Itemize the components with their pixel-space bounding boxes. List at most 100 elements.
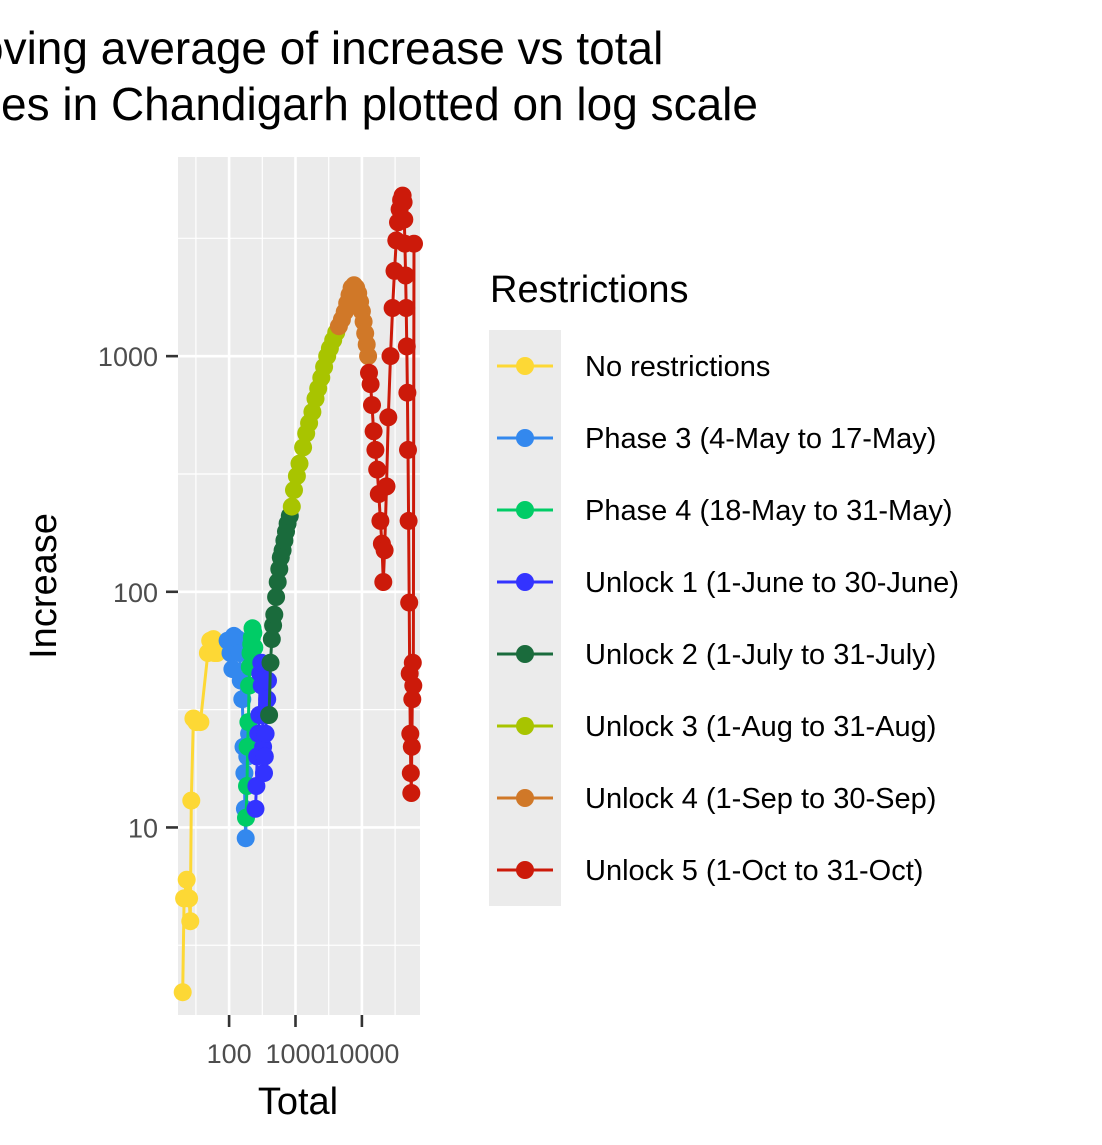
data-point: [374, 573, 393, 591]
data-point: [371, 511, 390, 530]
data-point: [379, 408, 398, 427]
data-point: [244, 623, 263, 642]
series-2: [218, 626, 259, 848]
chart-title-line-1: oving average of increase vs total: [0, 22, 663, 74]
legend-key-point: [516, 357, 534, 375]
data-point: [403, 690, 422, 709]
data-point: [404, 676, 423, 695]
data-point: [233, 690, 252, 709]
data-point: [399, 440, 417, 459]
y-axis-title: Increase: [23, 513, 65, 659]
chart-title-line-2: ses in Chandigarh plotted on log scale: [0, 78, 758, 130]
data-point: [173, 983, 192, 1002]
legend-label: Unlock 5 (1-Oct to 31-Oct): [585, 855, 923, 887]
data-point: [261, 653, 280, 672]
data-point: [398, 383, 417, 402]
data-point: [282, 497, 301, 516]
data-point: [255, 747, 274, 766]
legend-label: Phase 4 (18-May to 31-May): [585, 495, 952, 527]
data-point: [401, 764, 420, 783]
data-point: [381, 347, 400, 366]
legend-item: Unlock 4 (1-Sep to 30-Sep): [497, 783, 936, 815]
data-point: [405, 234, 423, 253]
data-point: [363, 396, 381, 415]
data-point: [402, 784, 421, 802]
data-point: [290, 454, 309, 473]
legend-item: Phase 3 (4-May to 17-May): [497, 423, 936, 455]
data-point: [359, 347, 378, 366]
data-point: [377, 477, 396, 496]
legend-key-point: [516, 717, 534, 735]
legend-key-background: [489, 330, 561, 906]
legend-item: No restrictions: [497, 351, 770, 383]
legend-item: Unlock 1 (1-June to 30-June): [497, 567, 959, 599]
data-point: [397, 299, 416, 317]
data-point: [258, 690, 277, 709]
legend-key-point: [516, 501, 534, 519]
data-point: [182, 791, 201, 810]
x-tick-label: 100: [207, 1039, 252, 1069]
y-tick-label: 100: [113, 578, 158, 608]
y-tick-label: 10: [128, 813, 158, 843]
legend-key-point: [516, 645, 534, 663]
data-point: [265, 605, 284, 624]
data-point: [240, 676, 259, 695]
data-point: [255, 764, 273, 783]
legend-item: Unlock 3 (1-Aug to 31-Aug): [497, 711, 936, 743]
legend-label: Unlock 3 (1-Aug to 31-Aug): [585, 711, 936, 743]
legend-key-point: [516, 861, 534, 879]
data-point: [364, 422, 383, 441]
series-5: [260, 506, 299, 724]
data-point: [285, 481, 303, 500]
data-point: [236, 829, 255, 848]
data-point: [191, 713, 210, 732]
legend-items: No restrictions Phase 3 (4-May to 17-May)…: [497, 351, 959, 887]
legend-label: Unlock 2 (1-July to 31-July): [585, 639, 936, 671]
data-point: [245, 638, 264, 657]
legend-label: Unlock 4 (1-Sep to 30-Sep): [585, 783, 936, 815]
series-8: [360, 186, 423, 802]
data-point: [294, 438, 313, 457]
data-point: [397, 337, 416, 356]
legend-item: Phase 4 (18-May to 31-May): [497, 495, 952, 527]
data-point: [399, 511, 418, 530]
x-axis-title: Total: [258, 1081, 338, 1123]
x-tick-label: 10000: [324, 1039, 399, 1069]
data-point: [180, 889, 199, 908]
data-point: [260, 706, 279, 724]
legend-item: Unlock 2 (1-July to 31-July): [497, 639, 936, 671]
data-point: [383, 299, 402, 317]
data-point: [401, 724, 420, 743]
data-point: [259, 671, 277, 690]
data-point: [366, 440, 385, 459]
x-tick-label: 1000: [265, 1039, 325, 1069]
data-point: [208, 644, 227, 662]
data-point: [375, 541, 394, 560]
series-layer: [173, 186, 423, 1002]
legend-item: Unlock 5 (1-Oct to 31-Oct): [497, 855, 923, 887]
legend: Restrictions No restrictions Phase 3 (4-M…: [489, 269, 959, 906]
y-tick-label: 1000: [98, 342, 158, 372]
data-point: [262, 630, 281, 649]
data-point: [396, 266, 415, 285]
data-point: [400, 593, 419, 612]
legend-key-point: [516, 573, 534, 591]
data-point: [403, 653, 422, 672]
series-7: [329, 276, 378, 366]
legend-label: Unlock 1 (1-June to 30-June): [585, 567, 959, 599]
legend-title: Restrictions: [490, 269, 689, 311]
series-6: [282, 323, 346, 516]
legend-label: No restrictions: [585, 351, 770, 383]
data-point: [246, 799, 265, 818]
data-point: [361, 375, 380, 394]
data-point: [395, 210, 414, 229]
legend-key-point: [516, 429, 534, 447]
series-1: [173, 630, 227, 1002]
data-point: [181, 912, 200, 931]
data-point: [177, 870, 196, 889]
legend-key-point: [516, 789, 534, 807]
data-point: [394, 193, 413, 212]
data-point: [368, 460, 387, 479]
data-point: [267, 588, 286, 606]
